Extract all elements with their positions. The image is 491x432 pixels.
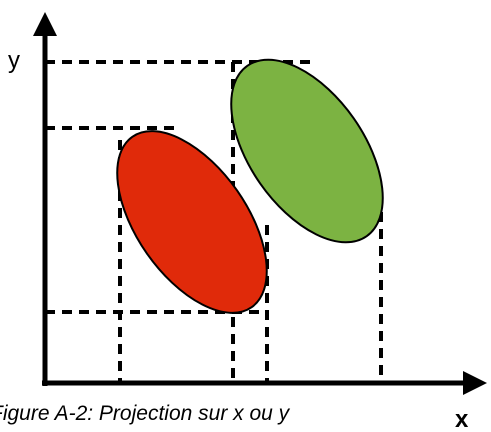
x-label: x — [455, 406, 469, 432]
axes — [33, 12, 487, 395]
green-ellipse — [230, 58, 384, 244]
x-arrow — [463, 371, 487, 395]
y-arrow — [33, 12, 57, 36]
caption: Figure A-2: Projection sur x ou y — [0, 402, 291, 425]
red-ellipse — [116, 130, 268, 314]
y-label: y — [8, 47, 20, 74]
